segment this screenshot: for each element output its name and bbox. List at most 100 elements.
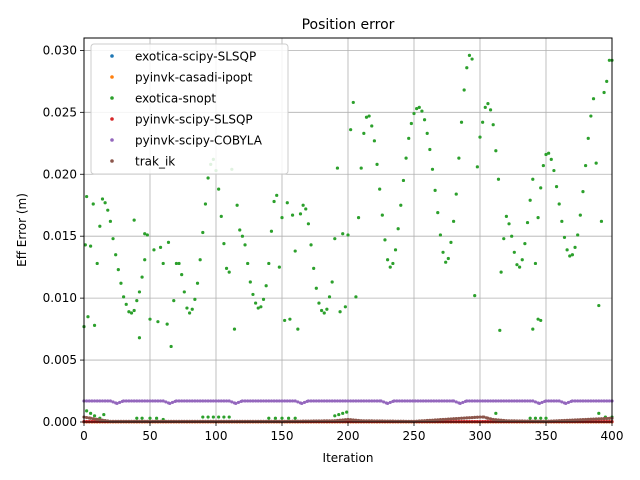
data-point: [375, 399, 379, 403]
data-point: [288, 399, 292, 403]
data-point: [502, 418, 506, 423]
data-point: [103, 201, 107, 205]
data-point: [475, 165, 479, 169]
data-point: [573, 399, 577, 403]
data-point: [116, 268, 120, 272]
data-point: [217, 415, 221, 419]
data-point: [518, 399, 522, 403]
data-point: [143, 232, 147, 236]
data-point: [388, 400, 392, 405]
data-point: [95, 417, 99, 422]
data-point: [188, 311, 192, 315]
data-point: [533, 400, 538, 404]
data-point: [528, 399, 532, 403]
data-point: [465, 416, 469, 420]
data-point: [560, 219, 564, 223]
data-point: [309, 399, 313, 403]
data-point: [482, 415, 486, 419]
data-point: [573, 245, 577, 249]
data-point: [452, 219, 456, 223]
x-tick-label: 100: [205, 429, 228, 443]
data-point: [465, 399, 469, 403]
data-point: [219, 214, 223, 218]
data-point: [413, 399, 417, 403]
data-point: [193, 297, 197, 301]
data-point: [346, 233, 350, 237]
data-point: [400, 399, 404, 403]
data-point: [411, 399, 415, 403]
data-point: [254, 301, 258, 305]
data-point: [85, 409, 89, 413]
data-point: [285, 399, 289, 403]
data-point: [267, 416, 271, 420]
data-point: [383, 238, 387, 242]
data-point: [351, 100, 355, 105]
data-point: [396, 227, 400, 231]
data-point: [143, 399, 147, 403]
data-point: [586, 417, 590, 421]
data-point: [151, 399, 155, 403]
data-point: [584, 163, 588, 168]
data-point: [118, 400, 122, 405]
data-point: [539, 416, 543, 420]
data-point: [345, 410, 349, 414]
data-point: [481, 399, 485, 403]
data-point: [259, 305, 263, 309]
data-point: [287, 416, 291, 420]
data-point: [454, 417, 458, 421]
data-point: [510, 399, 514, 403]
data-point: [320, 308, 324, 313]
data-point: [440, 399, 444, 403]
data-point: [127, 399, 131, 403]
data-point: [422, 419, 427, 423]
data-point: [570, 418, 575, 422]
data-point: [483, 399, 487, 403]
data-point: [335, 166, 340, 170]
data-point: [448, 399, 452, 403]
data-point: [356, 418, 361, 423]
data-point: [275, 399, 279, 403]
data-point: [421, 399, 425, 403]
data-point: [560, 419, 564, 423]
data-point: [533, 261, 538, 266]
data-point: [507, 399, 511, 403]
data-point: [201, 415, 205, 419]
data-point: [314, 399, 318, 403]
data-point: [581, 190, 585, 194]
data-point: [227, 415, 231, 419]
legend: exotica-scipy-SLSQP pyinvk-casadi-ipopt ex…: [90, 43, 289, 175]
data-point: [206, 415, 210, 419]
data-point: [100, 418, 105, 422]
data-point: [322, 399, 326, 403]
data-point: [280, 399, 284, 403]
data-point: [496, 399, 501, 403]
data-point: [523, 399, 527, 403]
data-point: [217, 399, 221, 403]
data-point: [222, 415, 226, 419]
data-point: [169, 344, 173, 349]
data-point: [346, 399, 350, 403]
data-point: [372, 139, 376, 143]
data-point: [90, 399, 94, 403]
data-point: [419, 399, 423, 403]
data-point: [457, 156, 461, 160]
data-point: [211, 415, 215, 419]
data-point: [135, 416, 139, 420]
data-point: [578, 399, 582, 403]
data-point: [537, 401, 542, 406]
x-tick-label: 300: [469, 429, 492, 443]
data-point: [425, 418, 429, 423]
data-point: [370, 399, 374, 403]
data-point: [428, 418, 432, 422]
data-point: [122, 399, 126, 403]
data-point: [494, 399, 498, 403]
data-point: [341, 418, 345, 422]
data-point: [515, 263, 519, 267]
data-point: [570, 399, 575, 403]
data-point: [190, 307, 194, 311]
data-point: [325, 399, 329, 403]
data-point: [525, 220, 530, 225]
chart-title: Position error: [302, 17, 395, 33]
grid-lines: [83, 38, 613, 423]
data-point: [408, 399, 412, 403]
